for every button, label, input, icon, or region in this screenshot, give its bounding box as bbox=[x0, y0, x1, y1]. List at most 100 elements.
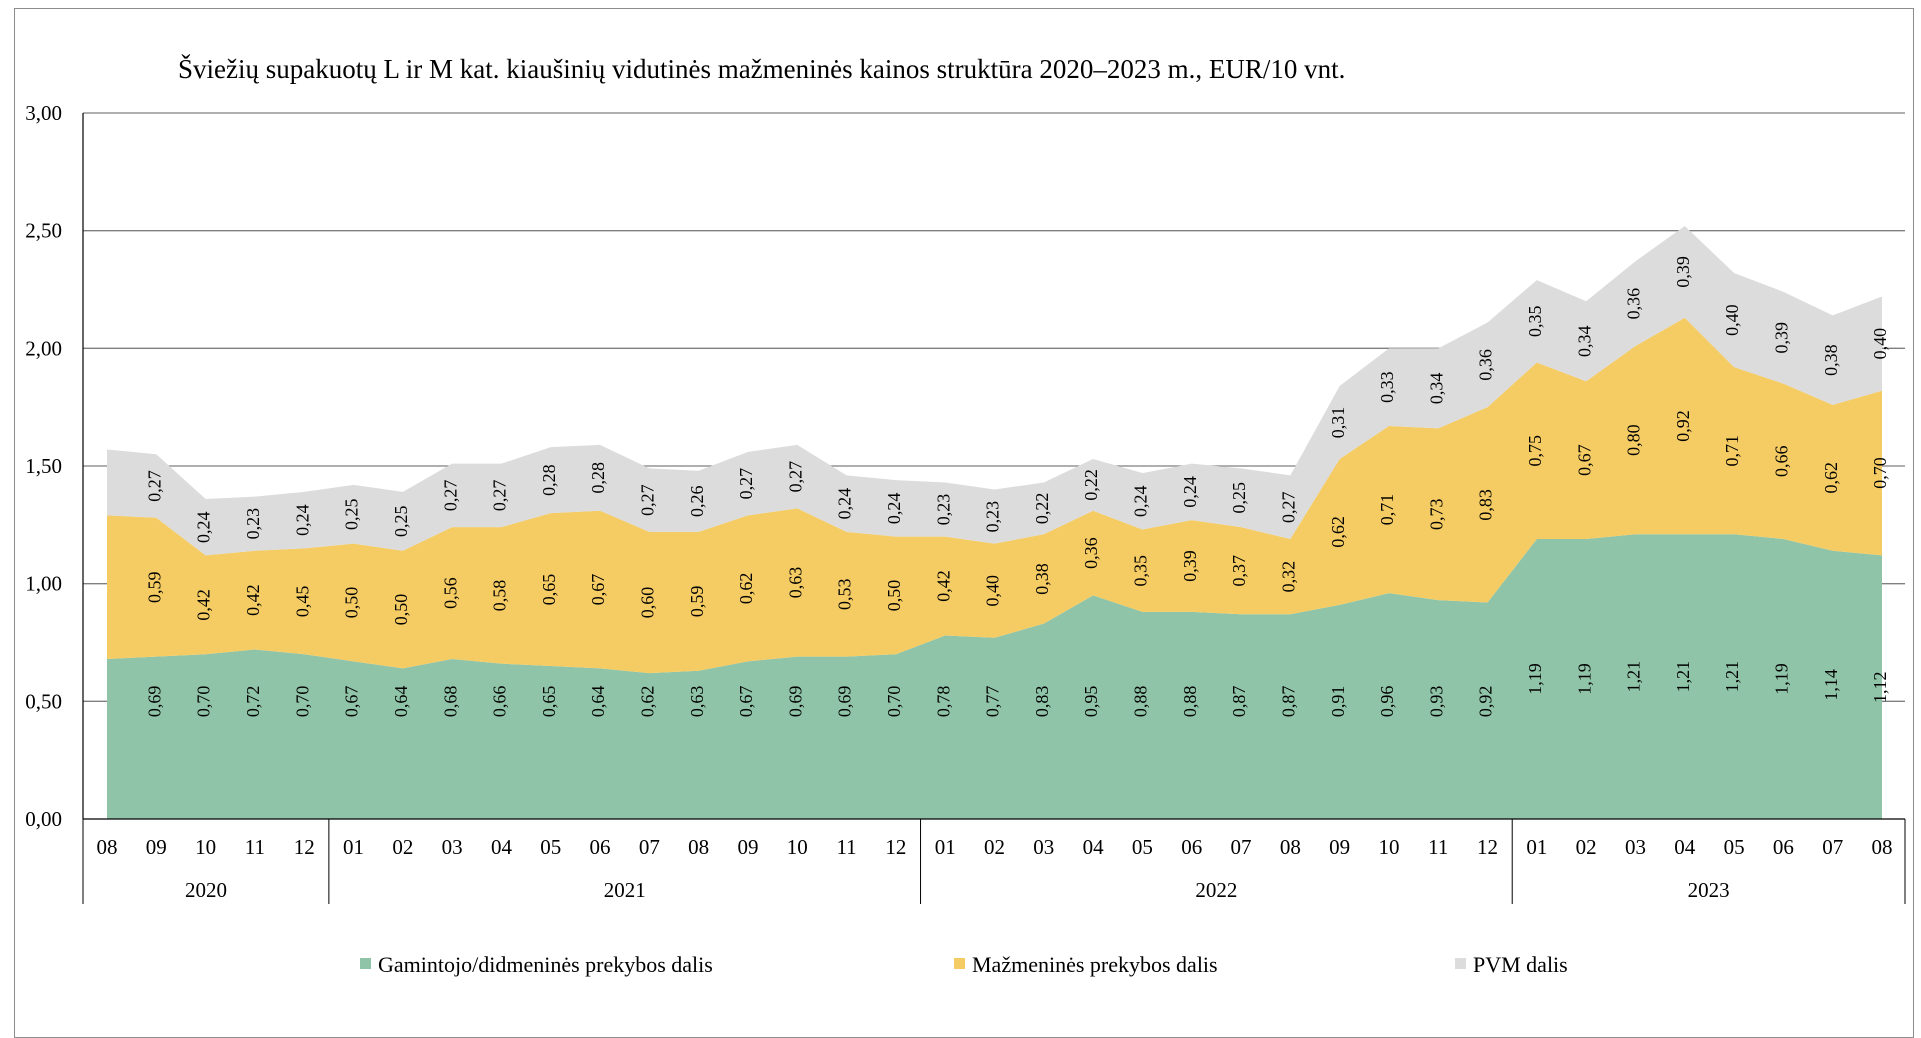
data-label: 0,24 bbox=[884, 493, 904, 525]
data-label: 0,50 bbox=[391, 594, 411, 626]
data-label: 0,58 bbox=[490, 580, 510, 612]
legend: Gamintojo/didmeninės prekybos dalis Mažme… bbox=[360, 952, 1568, 977]
x-tick-label: 05 bbox=[1724, 835, 1745, 859]
data-label: 0,25 bbox=[342, 498, 362, 530]
data-label: 1,19 bbox=[1574, 663, 1594, 695]
data-label: 0,24 bbox=[1131, 486, 1151, 518]
x-tick-label: 03 bbox=[1625, 835, 1646, 859]
x-tick-label: 02 bbox=[1576, 835, 1597, 859]
x-tick-label: 01 bbox=[935, 835, 956, 859]
x-tick-label: 09 bbox=[737, 835, 758, 859]
x-tick-label: 10 bbox=[1378, 835, 1399, 859]
y-tick-label: 1,00 bbox=[25, 572, 62, 596]
data-label: 0,62 bbox=[736, 573, 756, 605]
legend-label: Mažmeninės prekybos dalis bbox=[972, 952, 1218, 977]
x-tick-label: 04 bbox=[1674, 835, 1696, 859]
data-label: 0,87 bbox=[1229, 686, 1249, 718]
data-label: 0,67 bbox=[588, 574, 608, 606]
axes: 0,00 0,50 1,00 1,50 2,00 2,50 3,00 08 09 10 11 12 01… bbox=[25, 101, 1906, 904]
data-label: 0,67 bbox=[736, 686, 756, 718]
data-label: 0,70 bbox=[884, 686, 904, 718]
data-label: 0,25 bbox=[391, 506, 411, 538]
data-label: 0,37 bbox=[1229, 555, 1249, 587]
data-label: 0,36 bbox=[1476, 349, 1496, 381]
data-label: 0,27 bbox=[736, 468, 756, 500]
data-label: 0,50 bbox=[342, 587, 362, 619]
area-series-3 bbox=[107, 225, 1882, 556]
data-label: 1,12 bbox=[1870, 671, 1890, 703]
data-label: 0,96 bbox=[1377, 686, 1397, 718]
data-label: 0,73 bbox=[1426, 498, 1446, 530]
x-tick-label: 08 bbox=[688, 835, 709, 859]
legend-swatch bbox=[954, 958, 965, 969]
data-label: 0,62 bbox=[637, 686, 657, 718]
data-label: 0,39 bbox=[1772, 322, 1792, 354]
x-tick-label: 10 bbox=[195, 835, 216, 859]
x-tick-label: 07 bbox=[1822, 835, 1843, 859]
y-tick-label: 0,00 bbox=[25, 807, 62, 831]
x-tick-label: 04 bbox=[1083, 835, 1105, 859]
data-label: 0,24 bbox=[1180, 476, 1200, 508]
data-label: 0,88 bbox=[1180, 686, 1200, 718]
data-label: 0,42 bbox=[933, 570, 953, 602]
x-tick-label: 03 bbox=[442, 835, 463, 859]
data-label: 0,40 bbox=[983, 575, 1003, 607]
x-tick-label: 12 bbox=[885, 835, 906, 859]
data-label: 0,70 bbox=[1870, 457, 1890, 489]
data-label: 0,34 bbox=[1426, 373, 1446, 405]
data-label: 0,77 bbox=[983, 686, 1003, 718]
data-label: 1,19 bbox=[1525, 663, 1545, 695]
data-label: 0,83 bbox=[1032, 686, 1052, 718]
data-label: 0,35 bbox=[1131, 555, 1151, 587]
data-label: 0,72 bbox=[243, 686, 263, 718]
x-tick-label: 06 bbox=[590, 835, 611, 859]
data-label: 0,69 bbox=[835, 686, 855, 718]
year-label: 2022 bbox=[1195, 878, 1237, 902]
x-tick-label: 09 bbox=[146, 835, 167, 859]
data-label: 0,42 bbox=[194, 589, 214, 621]
year-label: 2020 bbox=[185, 878, 227, 902]
data-label: 1,14 bbox=[1821, 669, 1841, 701]
data-label: 0,32 bbox=[1278, 561, 1298, 593]
data-label: 0,39 bbox=[1180, 550, 1200, 582]
x-tick-label: 12 bbox=[294, 835, 315, 859]
data-label: 0,27 bbox=[785, 461, 805, 493]
data-label: 0,71 bbox=[1722, 435, 1742, 467]
data-label: 0,95 bbox=[1081, 686, 1101, 718]
data-label: 0,92 bbox=[1476, 686, 1496, 718]
data-label: 0,23 bbox=[983, 501, 1003, 533]
x-tick-label: 06 bbox=[1181, 835, 1202, 859]
data-label: 0,93 bbox=[1426, 686, 1446, 718]
data-label: 0,27 bbox=[144, 470, 164, 502]
data-label: 0,59 bbox=[687, 586, 707, 618]
data-label: 0,62 bbox=[1821, 462, 1841, 494]
data-label: 0,40 bbox=[1870, 328, 1890, 360]
data-label: 0,33 bbox=[1377, 371, 1397, 403]
x-tick-label: 11 bbox=[245, 835, 265, 859]
x-tick-label: 08 bbox=[1872, 835, 1893, 859]
area-series-1 bbox=[107, 534, 1882, 819]
year-label: 2021 bbox=[604, 878, 646, 902]
data-label: 0,64 bbox=[391, 686, 411, 718]
data-label: 0,66 bbox=[1772, 446, 1792, 478]
data-label: 0,71 bbox=[1377, 494, 1397, 525]
y-tick-label: 2,00 bbox=[25, 336, 62, 360]
x-tick-label: 01 bbox=[1526, 835, 1547, 859]
year-label: 2023 bbox=[1688, 878, 1730, 902]
data-label: 0,56 bbox=[440, 577, 460, 609]
data-label: 0,36 bbox=[1081, 537, 1101, 569]
data-label: 0,28 bbox=[539, 464, 559, 496]
data-label: 0,67 bbox=[1574, 444, 1594, 476]
legend-swatch bbox=[1455, 958, 1466, 969]
data-label: 0,27 bbox=[637, 484, 657, 515]
x-tick-label: 06 bbox=[1773, 835, 1794, 859]
data-label: 0,59 bbox=[144, 571, 164, 603]
data-label: 0,24 bbox=[292, 504, 312, 536]
data-label: 0,27 bbox=[1278, 491, 1298, 523]
data-label: 0,45 bbox=[292, 586, 312, 618]
stacked-areas bbox=[107, 225, 1882, 819]
x-tick-label: 07 bbox=[639, 835, 660, 859]
data-label: 0,50 bbox=[884, 580, 904, 612]
data-label: 0,88 bbox=[1131, 686, 1151, 718]
data-label: 0,24 bbox=[835, 488, 855, 520]
